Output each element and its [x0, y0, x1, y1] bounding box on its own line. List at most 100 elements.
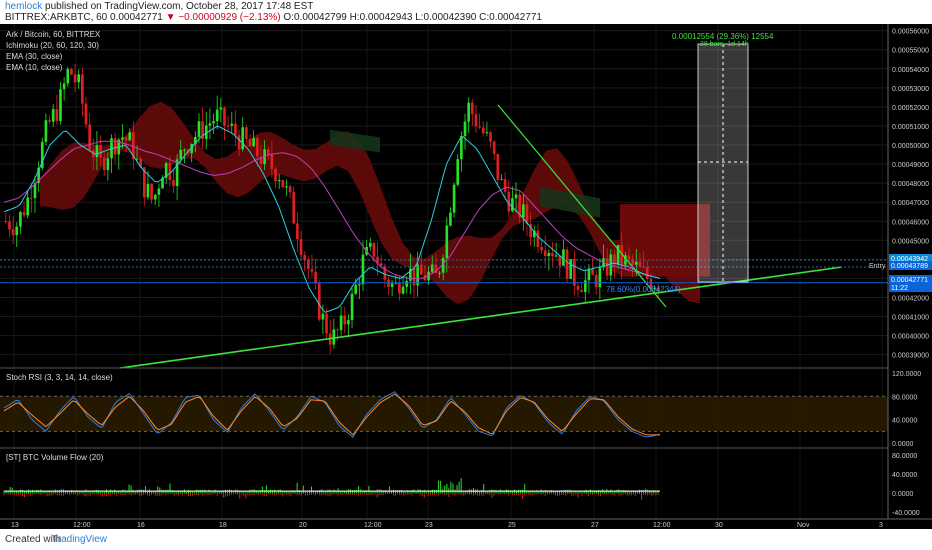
candle [132, 132, 135, 159]
candle [55, 109, 59, 121]
price-tick-label: 0.00048000 [892, 181, 929, 188]
candle [569, 259, 573, 279]
candle [551, 252, 554, 257]
candle [66, 68, 70, 84]
ema30-line [3, 140, 661, 279]
candle [230, 123, 234, 126]
candle [558, 255, 562, 266]
candle [11, 229, 15, 236]
candle [179, 149, 183, 160]
candle [277, 180, 281, 182]
price-tick-label: 0.00045000 [892, 238, 929, 245]
candle [190, 143, 194, 154]
candle [379, 263, 383, 267]
price-tick-label: 0.00046000 [892, 219, 929, 226]
candle [529, 224, 532, 238]
candle [142, 167, 146, 198]
candle [325, 313, 328, 334]
legend-ichimoku: Ichimoku (20, 60, 120, 30) [6, 41, 99, 50]
legend-ema10: EMA (10, close) [6, 63, 63, 72]
time-tick-label: 20 [299, 522, 307, 529]
candle [638, 261, 642, 267]
tradingview-logo[interactable]: TradingView [52, 534, 108, 545]
time-axis[interactable]: 13 12:00 16 18 20 12:00 23 25 27 12:00 30 Nov 3 [0, 518, 932, 529]
candle [347, 320, 350, 325]
candle [467, 102, 470, 122]
candle [478, 126, 481, 128]
candle [339, 315, 343, 331]
price-tick-label: 0.00040000 [892, 334, 929, 341]
stoch-rsi-d-line [3, 393, 660, 436]
stoch-rsi-tick-label: 80.0000 [892, 394, 917, 401]
candle [573, 259, 576, 286]
candle [416, 264, 419, 286]
measure-box[interactable] [697, 43, 749, 283]
candle [150, 184, 153, 200]
candle [77, 74, 81, 83]
legend: Ark / Bitcoin, 60, BITTREX Ichimoku (20,… [6, 30, 101, 72]
candle [62, 83, 66, 90]
candle [536, 230, 540, 248]
price-tick-label: 0.00054000 [892, 67, 929, 74]
stoch-rsi-title: Stoch RSI (3, 3, 14, 14, close) [6, 373, 113, 382]
price-axis[interactable]: 0.00056000 0.00055000 0.00054000 0.00053000… [889, 29, 932, 518]
candle [540, 247, 543, 251]
candle [146, 184, 150, 198]
entry-label: Entry [869, 263, 886, 270]
candle [310, 269, 314, 272]
candle [59, 89, 62, 121]
candle [139, 158, 142, 168]
candle [525, 204, 529, 225]
publish-header: hemlock published on TradingView.com, Oc… [0, 0, 932, 24]
resistance-trendline[interactable] [497, 104, 667, 308]
candle [620, 244, 624, 265]
author-link[interactable]: hemlock [5, 1, 43, 12]
candle [449, 212, 452, 226]
candle [361, 254, 365, 285]
candle [4, 221, 8, 223]
candle [532, 230, 536, 238]
candle [656, 287, 660, 292]
stoch-rsi-tick-label: 0.0000 [892, 441, 914, 448]
stoch-rsi-tick-label: 40.0000 [892, 418, 917, 425]
price-change: ▼ −0.00000929 (−2.13%) [165, 12, 281, 23]
time-tick-label: 16 [137, 522, 145, 529]
price-tick-label: 0.00039000 [892, 353, 929, 360]
candle [215, 109, 219, 122]
candle [627, 255, 631, 260]
candle [565, 249, 569, 279]
candle [456, 159, 460, 185]
support-trendline[interactable] [119, 266, 843, 369]
symbol-line: BITTREX:ARKBTC, 60 [5, 12, 108, 23]
candle [288, 186, 292, 193]
candle [201, 121, 204, 139]
candle [372, 242, 376, 257]
stoch-rsi-pane: Stoch RSI (3, 3, 14, 14, close) [0, 367, 888, 438]
candle [306, 259, 310, 270]
chart-area[interactable]: 0.00012554 (29.36%) 12554 38 bars, 1d 14… [0, 24, 932, 529]
candle [503, 179, 507, 192]
legend-title: Ark / Bitcoin, 60, BITTREX [6, 30, 101, 39]
stoch-rsi-k-line [3, 391, 661, 438]
price-tick-label: 0.00051000 [892, 124, 929, 131]
candle [543, 250, 547, 257]
candle [613, 254, 616, 265]
time-tick-label: 30 [715, 522, 723, 529]
candle [358, 284, 361, 286]
chart-svg[interactable]: 0.00012554 (29.36%) 12554 38 bars, 1d 14… [0, 24, 932, 529]
candle [194, 136, 197, 144]
candle [587, 268, 591, 281]
candle [387, 279, 390, 288]
candle [562, 249, 565, 266]
candle [84, 103, 88, 125]
ema10-line [3, 125, 661, 313]
volume-flow-bars [3, 478, 660, 500]
candle [438, 272, 441, 274]
measure-label: 0.00012554 (29.36%) 12554 [672, 32, 774, 41]
price-tag-label: 11:22 [891, 285, 908, 292]
candle [518, 194, 522, 218]
ohlc-values: O:0.00042799 H:0.00042943 L:0.00042390 C… [283, 12, 542, 23]
candle [164, 163, 168, 178]
candle [197, 121, 201, 137]
time-tick-label: 18 [219, 522, 227, 529]
